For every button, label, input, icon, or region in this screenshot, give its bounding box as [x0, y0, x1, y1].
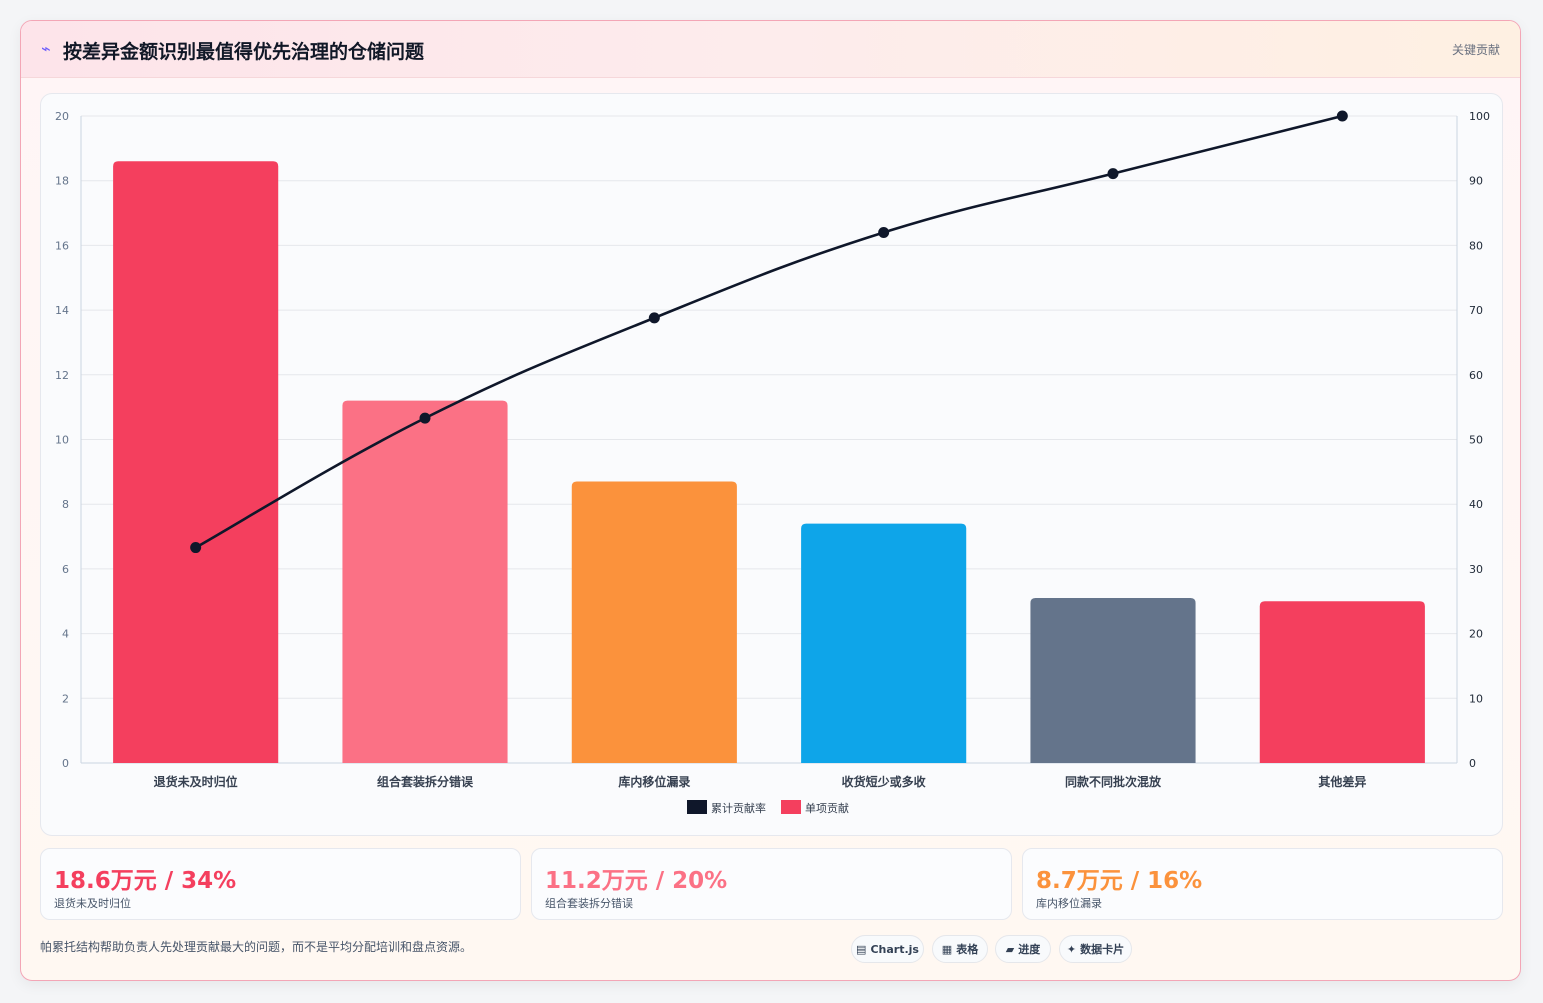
pill-table[interactable]: ▦ 表格	[932, 935, 988, 963]
line-point	[648, 312, 660, 324]
kpi-card-1: 18.6万元 / 34% 退货未及时归位	[40, 848, 521, 920]
sparkle-icon: ✦	[1066, 942, 1077, 956]
table-icon: ▦	[941, 942, 953, 956]
x-tick-label: 收货短少或多收	[842, 774, 926, 789]
x-tick-label: 组合套装拆分错误	[377, 774, 474, 789]
line-point	[1336, 110, 1348, 122]
y2-tick-label: 80	[1469, 239, 1483, 252]
y2-tick-label: 70	[1469, 304, 1483, 317]
y-tick-label: 2	[62, 692, 69, 705]
y2-tick-label: 50	[1469, 434, 1483, 447]
y-tick-label: 12	[55, 369, 69, 382]
y-tick-label: 18	[55, 175, 69, 188]
y2-tick-label: 90	[1469, 175, 1483, 188]
kpi-label: 组合套装拆分错误	[545, 897, 633, 910]
bar	[342, 400, 508, 763]
y-tick-label: 0	[62, 757, 69, 770]
pill-label: 进度	[1018, 943, 1041, 956]
legend-label-line: 累计贡献率	[711, 801, 766, 815]
y-tick-label: 6	[62, 563, 69, 576]
y2-tick-label: 40	[1469, 498, 1483, 511]
kpi-label: 库内移位漏录	[1036, 897, 1102, 910]
kpi-card-3: 8.7万元 / 16% 库内移位漏录	[1022, 848, 1503, 920]
y-tick-label: 20	[55, 110, 69, 123]
legend-swatch-bar	[781, 800, 801, 814]
x-tick-label: 退货未及时归位	[154, 774, 238, 789]
chart-icon: ▤	[856, 942, 867, 956]
pill-label: 数据卡片	[1080, 943, 1125, 956]
pill-label: Chart.js	[870, 942, 919, 956]
kpi-card-2: 11.2万元 / 20% 组合套装拆分错误	[531, 848, 1012, 920]
bar	[801, 523, 967, 763]
y2-tick-label: 0	[1469, 757, 1476, 770]
footnote: 帕累托结构帮助负责人先处理贡献最大的问题，而不是平均分配培训和盘点资源。	[40, 940, 473, 954]
y2-tick-label: 60	[1469, 369, 1483, 382]
y2-tick-label: 100	[1469, 110, 1490, 123]
bar	[571, 481, 737, 763]
y2-tick-label: 30	[1469, 563, 1483, 576]
y2-tick-label: 20	[1469, 628, 1483, 641]
x-tick-label: 同款不同批次混放	[1065, 774, 1162, 789]
kpi-value: 8.7万元 / 16%	[1036, 868, 1203, 894]
y-tick-label: 8	[62, 498, 69, 511]
bar	[1030, 598, 1196, 763]
main-card: ⌁ 按差异金额识别最值得优先治理的仓储问题 关键贡献 0 2 4 6 8 10 12 14 16…	[20, 20, 1521, 981]
bolt-icon: ⌁	[41, 39, 51, 58]
cumulative-line	[195, 114, 1343, 549]
y2-tick-label: 10	[1469, 692, 1483, 705]
pill-label: 表格	[956, 943, 979, 956]
y-tick-label: 4	[62, 628, 69, 641]
card-title: 按差异金额识别最值得优先治理的仓储问题	[63, 41, 425, 63]
y-tick-label: 10	[55, 434, 69, 447]
y-tick-label: 16	[55, 239, 69, 252]
legend-swatch-line	[687, 800, 707, 814]
y-tick-label: 14	[55, 304, 69, 317]
progress-icon: ▰	[1005, 942, 1015, 956]
bar	[113, 161, 279, 763]
card-header: ⌁ 按差异金额识别最值得优先治理的仓储问题 关键贡献	[21, 21, 1520, 78]
pill-chartjs[interactable]: ▤ Chart.js	[851, 935, 924, 963]
x-tick-label: 库内移位漏录	[618, 774, 690, 789]
kpi-value: 18.6万元 / 34%	[54, 868, 237, 894]
header-tag: 关键贡献	[1451, 43, 1500, 57]
pill-data-cards[interactable]: ✦ 数据卡片	[1059, 935, 1132, 963]
line-point	[878, 226, 890, 238]
pill-progress[interactable]: ▰ 进度	[995, 935, 1051, 963]
line-point	[1107, 168, 1119, 180]
x-tick-label: 其他差异	[1318, 774, 1366, 789]
line-point	[419, 412, 431, 424]
kpi-label: 退货未及时归位	[54, 897, 131, 910]
chart-panel: 0 2 4 6 8 10 12 14 16 18 20 0 10 20 30 40 50 60 70 80 90 100 退…	[40, 93, 1503, 836]
bar	[1259, 601, 1425, 763]
line-point	[190, 542, 202, 554]
legend-label-bar: 单项贡献	[805, 801, 849, 815]
pareto-chart: 0 2 4 6 8 10 12 14 16 18 20 0 10 20 30 40 50 60 70 80 90 100 退…	[55, 110, 1490, 815]
kpi-value: 11.2万元 / 20%	[545, 868, 728, 894]
